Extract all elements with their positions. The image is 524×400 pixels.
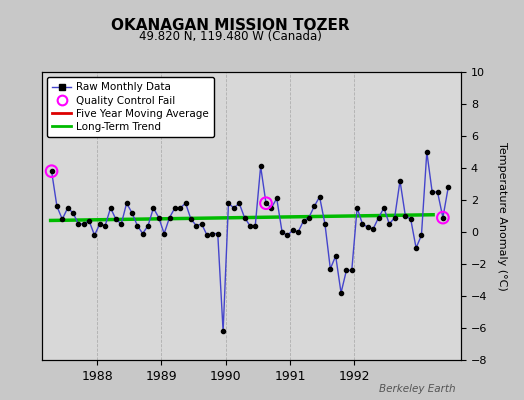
- Point: [165, 214, 173, 221]
- Point: [90, 232, 99, 238]
- Point: [112, 216, 120, 222]
- Point: [364, 224, 372, 230]
- Y-axis label: Temperature Anomaly (°C): Temperature Anomaly (°C): [497, 142, 507, 290]
- Point: [262, 200, 270, 206]
- Point: [171, 205, 179, 211]
- Point: [332, 253, 340, 259]
- Point: [256, 163, 265, 170]
- Point: [224, 200, 233, 206]
- Point: [187, 216, 195, 222]
- Point: [347, 267, 356, 274]
- Point: [310, 203, 319, 210]
- Point: [198, 221, 206, 227]
- Point: [278, 229, 286, 235]
- Point: [208, 230, 216, 237]
- Text: Berkeley Earth: Berkeley Earth: [379, 384, 456, 394]
- Point: [128, 210, 136, 216]
- Point: [407, 216, 415, 222]
- Point: [321, 221, 329, 227]
- Point: [63, 205, 72, 211]
- Point: [176, 205, 184, 211]
- Point: [241, 214, 249, 221]
- Point: [203, 232, 211, 238]
- Text: 49.820 N, 119.480 W (Canada): 49.820 N, 119.480 W (Canada): [139, 30, 322, 43]
- Point: [47, 168, 56, 174]
- Point: [192, 222, 201, 229]
- Point: [315, 194, 324, 200]
- Point: [444, 184, 452, 190]
- Point: [417, 232, 425, 238]
- Point: [219, 328, 227, 334]
- Point: [385, 221, 394, 227]
- Point: [337, 290, 345, 296]
- Point: [267, 205, 276, 211]
- Point: [58, 216, 67, 222]
- Point: [230, 205, 238, 211]
- Point: [106, 205, 115, 211]
- Point: [412, 245, 420, 251]
- Point: [439, 214, 447, 221]
- Point: [358, 221, 367, 227]
- Point: [326, 266, 334, 272]
- Point: [144, 222, 152, 229]
- Point: [117, 221, 125, 227]
- Point: [304, 214, 313, 221]
- Point: [342, 267, 351, 274]
- Point: [85, 218, 93, 224]
- Point: [246, 222, 254, 229]
- Point: [80, 221, 88, 227]
- Point: [262, 200, 270, 206]
- Point: [353, 205, 362, 211]
- Point: [69, 210, 77, 216]
- Point: [289, 227, 297, 234]
- Point: [74, 221, 83, 227]
- Point: [181, 200, 190, 206]
- Point: [155, 214, 163, 221]
- Point: [149, 205, 158, 211]
- Point: [401, 213, 410, 219]
- Point: [123, 200, 131, 206]
- Legend: Raw Monthly Data, Quality Control Fail, Five Year Moving Average, Long-Term Tren: Raw Monthly Data, Quality Control Fail, …: [47, 77, 214, 137]
- Point: [374, 214, 383, 221]
- Point: [380, 205, 388, 211]
- Point: [396, 178, 404, 184]
- Point: [53, 203, 61, 210]
- Point: [251, 222, 259, 229]
- Point: [101, 222, 110, 229]
- Point: [272, 195, 281, 202]
- Point: [390, 214, 399, 221]
- Point: [133, 222, 141, 229]
- Point: [95, 221, 104, 227]
- Point: [299, 218, 308, 224]
- Point: [235, 200, 243, 206]
- Point: [138, 230, 147, 237]
- Point: [214, 230, 222, 237]
- Point: [433, 189, 442, 195]
- Text: OKANAGAN MISSION TOZER: OKANAGAN MISSION TOZER: [111, 18, 350, 33]
- Point: [294, 229, 302, 235]
- Point: [428, 189, 436, 195]
- Point: [423, 149, 431, 155]
- Point: [160, 230, 168, 237]
- Point: [283, 232, 292, 238]
- Point: [47, 168, 56, 174]
- Point: [439, 214, 447, 221]
- Point: [369, 226, 377, 232]
